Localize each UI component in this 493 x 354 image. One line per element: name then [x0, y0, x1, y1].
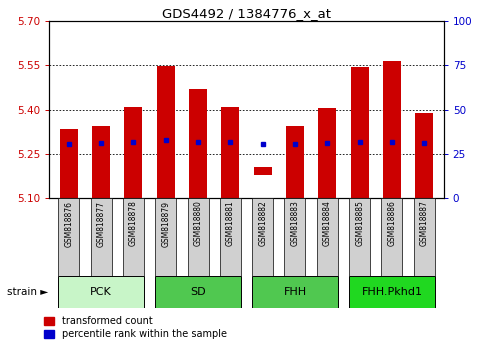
Bar	[254, 167, 272, 175]
Text: GSM818881: GSM818881	[226, 201, 235, 246]
Bar	[318, 108, 336, 198]
Bar	[123, 198, 144, 276]
Legend: transformed count, percentile rank within the sample: transformed count, percentile rank withi…	[44, 316, 227, 339]
Bar	[220, 198, 241, 276]
Text: FHH.Pkhd1: FHH.Pkhd1	[361, 287, 423, 297]
Text: GSM818885: GSM818885	[355, 201, 364, 246]
Text: GSM818883: GSM818883	[290, 201, 299, 246]
Bar	[60, 129, 77, 198]
Bar	[91, 198, 111, 276]
Text: GSM818884: GSM818884	[323, 201, 332, 246]
Bar	[317, 198, 338, 276]
Bar	[414, 198, 435, 276]
Text: GSM818882: GSM818882	[258, 201, 267, 246]
Bar	[383, 61, 401, 198]
Bar	[155, 276, 241, 308]
Bar	[187, 198, 209, 276]
Bar	[58, 276, 144, 308]
Title: GDS4492 / 1384776_x_at: GDS4492 / 1384776_x_at	[162, 7, 331, 20]
Bar	[382, 198, 402, 276]
Bar	[157, 66, 175, 198]
Bar	[252, 276, 338, 308]
Bar	[189, 89, 207, 198]
Text: strain ►: strain ►	[7, 287, 49, 297]
Bar	[349, 276, 435, 308]
Bar	[284, 198, 306, 276]
Bar	[221, 107, 239, 198]
Text: GSM818879: GSM818879	[161, 201, 170, 247]
Text: GSM818877: GSM818877	[97, 201, 106, 247]
Bar	[349, 198, 370, 276]
Text: GSM818878: GSM818878	[129, 201, 138, 246]
Text: SD: SD	[190, 287, 206, 297]
Text: GSM818880: GSM818880	[194, 201, 203, 246]
Bar	[58, 198, 79, 276]
Text: GSM818887: GSM818887	[420, 201, 429, 246]
Bar	[416, 113, 433, 198]
Text: GSM818886: GSM818886	[387, 201, 396, 246]
Bar	[92, 126, 110, 198]
Bar	[252, 198, 273, 276]
Text: FHH: FHH	[283, 287, 307, 297]
Text: GSM818876: GSM818876	[64, 201, 73, 247]
Bar	[124, 107, 142, 198]
Bar	[351, 67, 369, 198]
Bar	[286, 126, 304, 198]
Bar	[155, 198, 176, 276]
Text: PCK: PCK	[90, 287, 112, 297]
